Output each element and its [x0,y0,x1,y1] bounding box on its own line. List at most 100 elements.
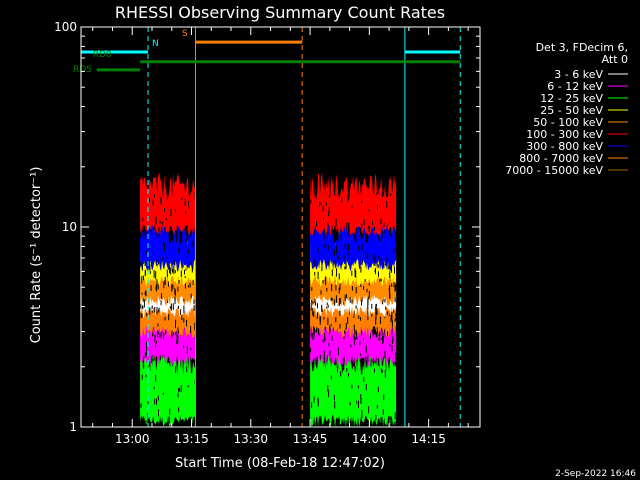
noise-gap [190,293,192,299]
noise-gap [350,344,352,348]
flag-label-n: N [152,39,159,49]
noise-gap [324,332,326,341]
y-axis-label: Count Rate (s⁻¹ detector⁻¹) [29,167,44,344]
noise-gap [186,346,188,354]
noise-gap [367,297,369,305]
noise-gap [382,336,384,344]
noise-gap [317,399,319,407]
noise-gap [328,211,330,217]
noise-gap [355,337,356,341]
noise-gap [321,266,323,272]
noise-gap [311,287,313,291]
noise-gap [354,329,356,334]
noise-gap [382,409,384,415]
noise-gap [389,271,391,279]
noise-gap [361,262,363,266]
noise-gap [365,234,366,241]
band-100to300keV-seg2 [310,173,397,236]
noise-gap [338,287,340,294]
noise-gap [178,407,180,413]
noise-gap [394,297,396,302]
noise-gap [390,227,391,235]
noise-gap [360,266,362,273]
noise-gap [328,343,330,347]
noise-gap [380,367,382,373]
noise-gap [310,347,312,353]
noise-gap [147,420,149,425]
noise-gap [183,305,185,314]
noise-gap [386,311,388,315]
noise-gap [346,294,347,299]
noise-gap [177,336,179,344]
date-stamp: 2-Sep-2022 16:46 [555,469,636,479]
noise-gap [396,292,398,297]
noise-gap [391,320,393,327]
noise-gap [315,301,317,306]
noise-gap [164,316,166,321]
noise-gap [158,331,160,335]
noise-gap [344,243,346,249]
noise-gap [348,372,349,377]
noise-gap [314,271,316,276]
band-12to25keV-seg1 [140,347,196,427]
noise-gap [186,239,188,243]
noise-gap [330,375,332,380]
noise-gap [331,335,333,341]
noise-gap [140,261,142,266]
noise-gap [181,315,183,321]
noise-gap [346,222,348,230]
noise-gap [142,275,144,281]
noise-gap [394,318,396,322]
noise-gap [166,269,168,278]
noise-gap [156,263,158,267]
noise-gap [146,341,147,349]
noise-gap [145,374,147,378]
noise-gap [353,311,355,315]
noise-gap [172,303,174,310]
noise-gap [151,356,153,363]
noise-gap [189,262,191,265]
flag-label-rd5: RD5 [73,65,92,75]
noise-gap [155,286,157,290]
noise-gap [351,205,353,208]
noise-gap [335,274,337,277]
noise-gap [318,328,319,335]
noise-gap [178,247,180,254]
noise-gap [330,323,332,326]
noise-gap [153,194,155,198]
noise-gap [376,327,378,334]
noise-gap [396,223,398,231]
legend-title-line-2: Att 0 [602,53,628,66]
x-tick-label-2: 13:15 [174,432,209,446]
noise-gap [329,325,331,331]
noise-gap [379,332,381,341]
noise-gap [383,222,385,227]
noise-gap [180,385,182,393]
noise-gap [145,420,147,425]
noise-gap [169,408,171,415]
noise-gap [372,358,374,362]
noise-gap [390,418,392,421]
noise-gap [141,313,143,318]
noise-gap [351,384,353,389]
noise-gap [341,197,343,204]
noise-gap [394,285,396,292]
noise-gap [148,259,150,265]
noise-gap [156,284,158,292]
noise-gap [325,279,327,286]
noise-gap [393,248,395,252]
noise-gap [338,273,340,280]
noise-gap [183,345,185,349]
band-12to25keV-seg2 [310,348,397,427]
noise-gap [327,385,329,392]
noise-gap [316,327,318,333]
noise-gap [323,356,325,364]
noise-gap [326,302,328,306]
noise-gap [389,293,391,299]
noise-gap [396,314,398,322]
noise-gap [347,252,349,255]
noise-gap [362,337,364,342]
noise-gap [340,235,342,241]
noise-gap [314,259,316,267]
